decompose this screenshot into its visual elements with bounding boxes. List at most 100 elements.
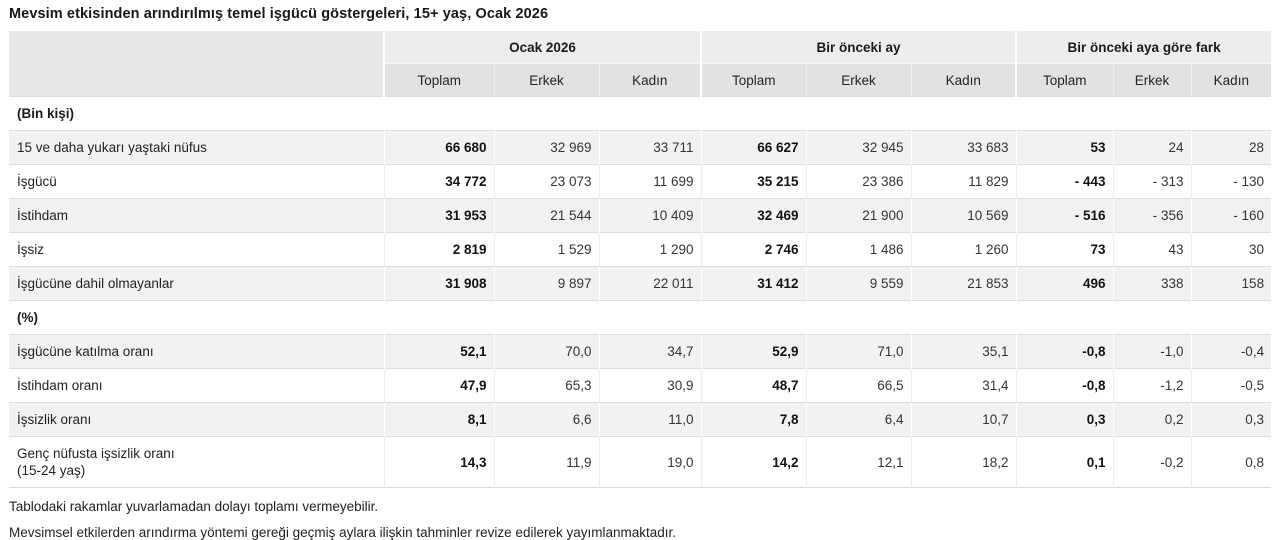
data-cell: 53 xyxy=(1015,130,1114,165)
data-cell: 19,0 xyxy=(598,436,702,488)
data-cell: 21 853 xyxy=(910,266,1017,301)
row-label: İşgücüne katılma oranı xyxy=(9,334,384,369)
column-group-bir-onceki-ay: Bir önceki ay xyxy=(700,31,1017,64)
data-cell: 0,8 xyxy=(1190,436,1272,488)
data-cell: 11,0 xyxy=(598,402,702,437)
table-body: (Bin kişi) 15 ve daha yukarı yaştaki nüf… xyxy=(9,96,1272,488)
col-header-kadin-2: Kadın xyxy=(910,63,1017,97)
row-label: İstihdam oranı xyxy=(9,368,384,403)
data-cell: 23 386 xyxy=(805,164,912,199)
data-cell: 1 486 xyxy=(805,232,912,267)
data-cell: - 160 xyxy=(1190,198,1272,233)
table-header: Ocak 2026 Bir önceki ay Bir önceki aya g… xyxy=(9,31,1272,97)
row-label: 15 ve daha yukarı yaştaki nüfus xyxy=(9,130,384,165)
col-header-toplam-2: Toplam xyxy=(700,63,807,97)
data-cell: - 356 xyxy=(1112,198,1192,233)
data-cell: 21 900 xyxy=(805,198,912,233)
data-cell: 52,1 xyxy=(383,334,494,369)
row-label: İşgücü xyxy=(9,164,384,199)
data-cell: 66,5 xyxy=(805,368,912,403)
table-row: İşgücüne dahil olmayanlar 31 908 9 897 2… xyxy=(9,266,1272,301)
data-cell: 31 412 xyxy=(700,266,807,301)
data-cell: 31 908 xyxy=(383,266,494,301)
data-cell: 22 011 xyxy=(598,266,702,301)
data-cell: 338 xyxy=(1112,266,1192,301)
data-cell: 1 529 xyxy=(493,232,599,267)
data-cell: 12,1 xyxy=(805,436,912,488)
row-label: Genç nüfusta işsizlik oranı (15-24 yaş) xyxy=(9,436,384,488)
section-header: (%) xyxy=(9,300,1272,335)
data-cell: 2 819 xyxy=(383,232,494,267)
data-cell: 35 215 xyxy=(700,164,807,199)
row-label: İşsizlik oranı xyxy=(9,402,384,437)
col-header-toplam-1: Toplam xyxy=(383,63,494,97)
row-label: İşgücüne dahil olmayanlar xyxy=(9,266,384,301)
column-group-ocak-2026: Ocak 2026 xyxy=(382,31,702,64)
data-cell: 35,1 xyxy=(910,334,1017,369)
data-cell: 6,4 xyxy=(805,402,912,437)
data-cell: 21 544 xyxy=(493,198,599,233)
table-row: İşgücüne katılma oranı 52,1 70,0 34,7 52… xyxy=(9,334,1272,369)
data-cell: -1,2 xyxy=(1112,368,1192,403)
row-label: İşsiz xyxy=(9,232,384,267)
data-cell: 33 683 xyxy=(910,130,1017,165)
data-cell: 34,7 xyxy=(598,334,702,369)
data-cell: 0,3 xyxy=(1190,402,1272,437)
data-cell: 14,3 xyxy=(383,436,494,488)
section-row-bin-kisi: (Bin kişi) xyxy=(9,96,1272,131)
footnote-rounding: Tablodaki rakamlar yuvarlamadan dolayı t… xyxy=(9,499,379,514)
data-cell: 65,3 xyxy=(493,368,599,403)
data-cell: -0,4 xyxy=(1190,334,1272,369)
table-row: İşsizlik oranı 8,1 6,6 11,0 7,8 6,4 10,7… xyxy=(9,402,1272,437)
column-group-row: Ocak 2026 Bir önceki ay Bir önceki aya g… xyxy=(9,31,1272,97)
data-cell: 32 969 xyxy=(493,130,599,165)
data-cell: 66 627 xyxy=(700,130,807,165)
data-cell: 52,9 xyxy=(700,334,807,369)
section-row-percent: (%) xyxy=(9,300,1272,335)
footnote-revision: Mevsimsel etkilerden arındırma yöntemi g… xyxy=(9,525,677,540)
data-cell: 31,4 xyxy=(910,368,1017,403)
page-title: Mevsim etkisinden arındırılmış temel işg… xyxy=(9,6,549,22)
data-cell: 9 559 xyxy=(805,266,912,301)
data-cell: 33 711 xyxy=(598,130,702,165)
data-cell: -0,2 xyxy=(1112,436,1192,488)
data-cell: 18,2 xyxy=(910,436,1017,488)
data-cell: 48,7 xyxy=(700,368,807,403)
column-group-fark: Bir önceki aya göre fark xyxy=(1015,31,1272,64)
table-row: İstihdam 31 953 21 544 10 409 32 469 21 … xyxy=(9,198,1272,233)
data-cell: - 313 xyxy=(1112,164,1192,199)
data-cell: 0,2 xyxy=(1112,402,1192,437)
section-header: (Bin kişi) xyxy=(9,96,1272,131)
data-cell: -1,0 xyxy=(1112,334,1192,369)
data-cell: 34 772 xyxy=(383,164,494,199)
data-cell: 47,9 xyxy=(383,368,494,403)
row-label-header-cell xyxy=(9,31,385,97)
table-row: İşsiz 2 819 1 529 1 290 2 746 1 486 1 26… xyxy=(9,232,1272,267)
data-cell: 30 xyxy=(1190,232,1272,267)
data-cell: -0,8 xyxy=(1015,368,1114,403)
data-cell: 9 897 xyxy=(493,266,599,301)
data-cell: 1 260 xyxy=(910,232,1017,267)
data-cell: -0,5 xyxy=(1190,368,1272,403)
data-cell: 28 xyxy=(1190,130,1272,165)
data-cell: 0,1 xyxy=(1015,436,1114,488)
row-label: İstihdam xyxy=(9,198,384,233)
data-cell: 11 699 xyxy=(598,164,702,199)
data-cell: 2 746 xyxy=(700,232,807,267)
labor-force-table: Ocak 2026 Bir önceki ay Bir önceki aya g… xyxy=(9,31,1272,488)
data-cell: 10,7 xyxy=(910,402,1017,437)
data-cell: 14,2 xyxy=(700,436,807,488)
col-header-erkek-3: Erkek xyxy=(1112,63,1192,97)
data-cell: 32 945 xyxy=(805,130,912,165)
data-cell: - 130 xyxy=(1190,164,1272,199)
col-header-erkek-1: Erkek xyxy=(493,63,599,97)
data-cell: 23 073 xyxy=(493,164,599,199)
data-cell: 66 680 xyxy=(383,130,494,165)
data-cell: 30,9 xyxy=(598,368,702,403)
col-header-erkek-2: Erkek xyxy=(805,63,912,97)
table-row: İstihdam oranı 47,9 65,3 30,9 48,7 66,5 … xyxy=(9,368,1272,403)
col-header-kadin-3: Kadın xyxy=(1190,63,1272,97)
data-cell: 73 xyxy=(1015,232,1114,267)
data-cell: 32 469 xyxy=(700,198,807,233)
